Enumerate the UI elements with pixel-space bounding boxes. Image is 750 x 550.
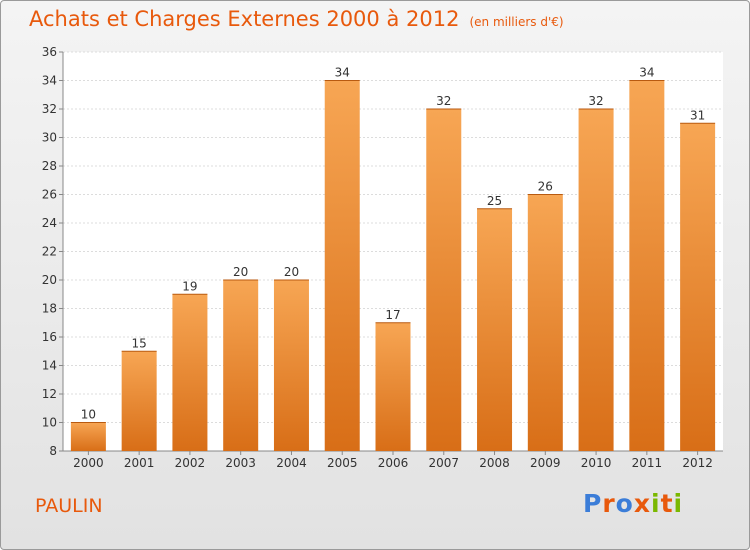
y-tick-label: 14: [42, 359, 57, 373]
x-tick-label: 2007: [428, 456, 459, 470]
y-tick-label: 8: [49, 444, 57, 458]
bar-value-label: 31: [690, 108, 705, 122]
bar: [324, 80, 360, 451]
y-tick-label: 30: [42, 131, 57, 145]
x-tick-label: 2006: [378, 456, 409, 470]
bar-value-label: 19: [182, 279, 197, 293]
x-tick-label: 2012: [682, 456, 713, 470]
logo-letter: o: [615, 489, 634, 518]
x-tick-label: 2011: [632, 456, 663, 470]
bar-value-label: 34: [639, 66, 654, 80]
y-tick-label: 36: [42, 45, 57, 59]
bar-value-label: 20: [284, 265, 299, 279]
logo-letter: r: [602, 489, 616, 518]
bar: [578, 109, 614, 451]
y-tick-label: 20: [42, 273, 57, 287]
x-tick-label: 2002: [175, 456, 206, 470]
x-tick-label: 2004: [276, 456, 307, 470]
bar: [223, 280, 259, 451]
logo-letter: i: [673, 489, 684, 518]
bar-value-label: 25: [487, 194, 502, 208]
bar: [629, 80, 665, 451]
chart-title-text: Achats et Charges Externes 2000 à 2012: [29, 7, 460, 31]
y-tick-label: 24: [42, 216, 57, 230]
proxiti-logo: Proxiti: [583, 489, 683, 518]
logo-letter: t: [660, 489, 674, 518]
bar-value-label: 32: [436, 94, 451, 108]
x-tick-label: 2009: [530, 456, 561, 470]
y-tick-label: 16: [42, 330, 57, 344]
bar: [477, 208, 513, 451]
bar: [527, 194, 563, 451]
logo-letter: x: [633, 489, 651, 518]
bar-value-label: 10: [81, 408, 96, 422]
x-tick-label: 2005: [327, 456, 358, 470]
x-tick-label: 2003: [225, 456, 256, 470]
bar: [273, 280, 309, 451]
commune-name: PAULIN: [35, 495, 103, 517]
x-tick-label: 2000: [73, 456, 104, 470]
bar-value-label: 32: [588, 94, 603, 108]
y-tick-label: 12: [42, 387, 57, 401]
y-tick-label: 22: [42, 245, 57, 259]
bar: [375, 322, 411, 451]
logo-letter: P: [583, 489, 603, 518]
y-tick-label: 26: [42, 188, 57, 202]
x-tick-label: 2010: [581, 456, 612, 470]
y-tick-label: 18: [42, 302, 57, 316]
bar-value-label: 34: [335, 66, 350, 80]
bar: [121, 351, 157, 451]
chart-subtitle: (en milliers d'€): [469, 15, 564, 29]
bar: [70, 422, 106, 451]
bar-value-label: 20: [233, 265, 248, 279]
y-tick-label: 34: [42, 74, 57, 88]
logo-letter: i: [651, 489, 661, 518]
bar-value-label: 15: [132, 336, 147, 350]
x-tick-label: 2001: [124, 456, 155, 470]
bar: [680, 123, 716, 451]
bar-value-label: 26: [538, 180, 553, 194]
y-tick-label: 10: [42, 416, 57, 430]
bar: [172, 294, 208, 451]
chart-title: Achats et Charges Externes 2000 à 2012 (e…: [29, 7, 564, 31]
y-tick-label: 32: [42, 102, 57, 116]
y-tick-label: 28: [42, 159, 57, 173]
bar: [426, 109, 462, 451]
bar-value-label: 17: [385, 308, 400, 322]
x-tick-label: 2008: [479, 456, 510, 470]
